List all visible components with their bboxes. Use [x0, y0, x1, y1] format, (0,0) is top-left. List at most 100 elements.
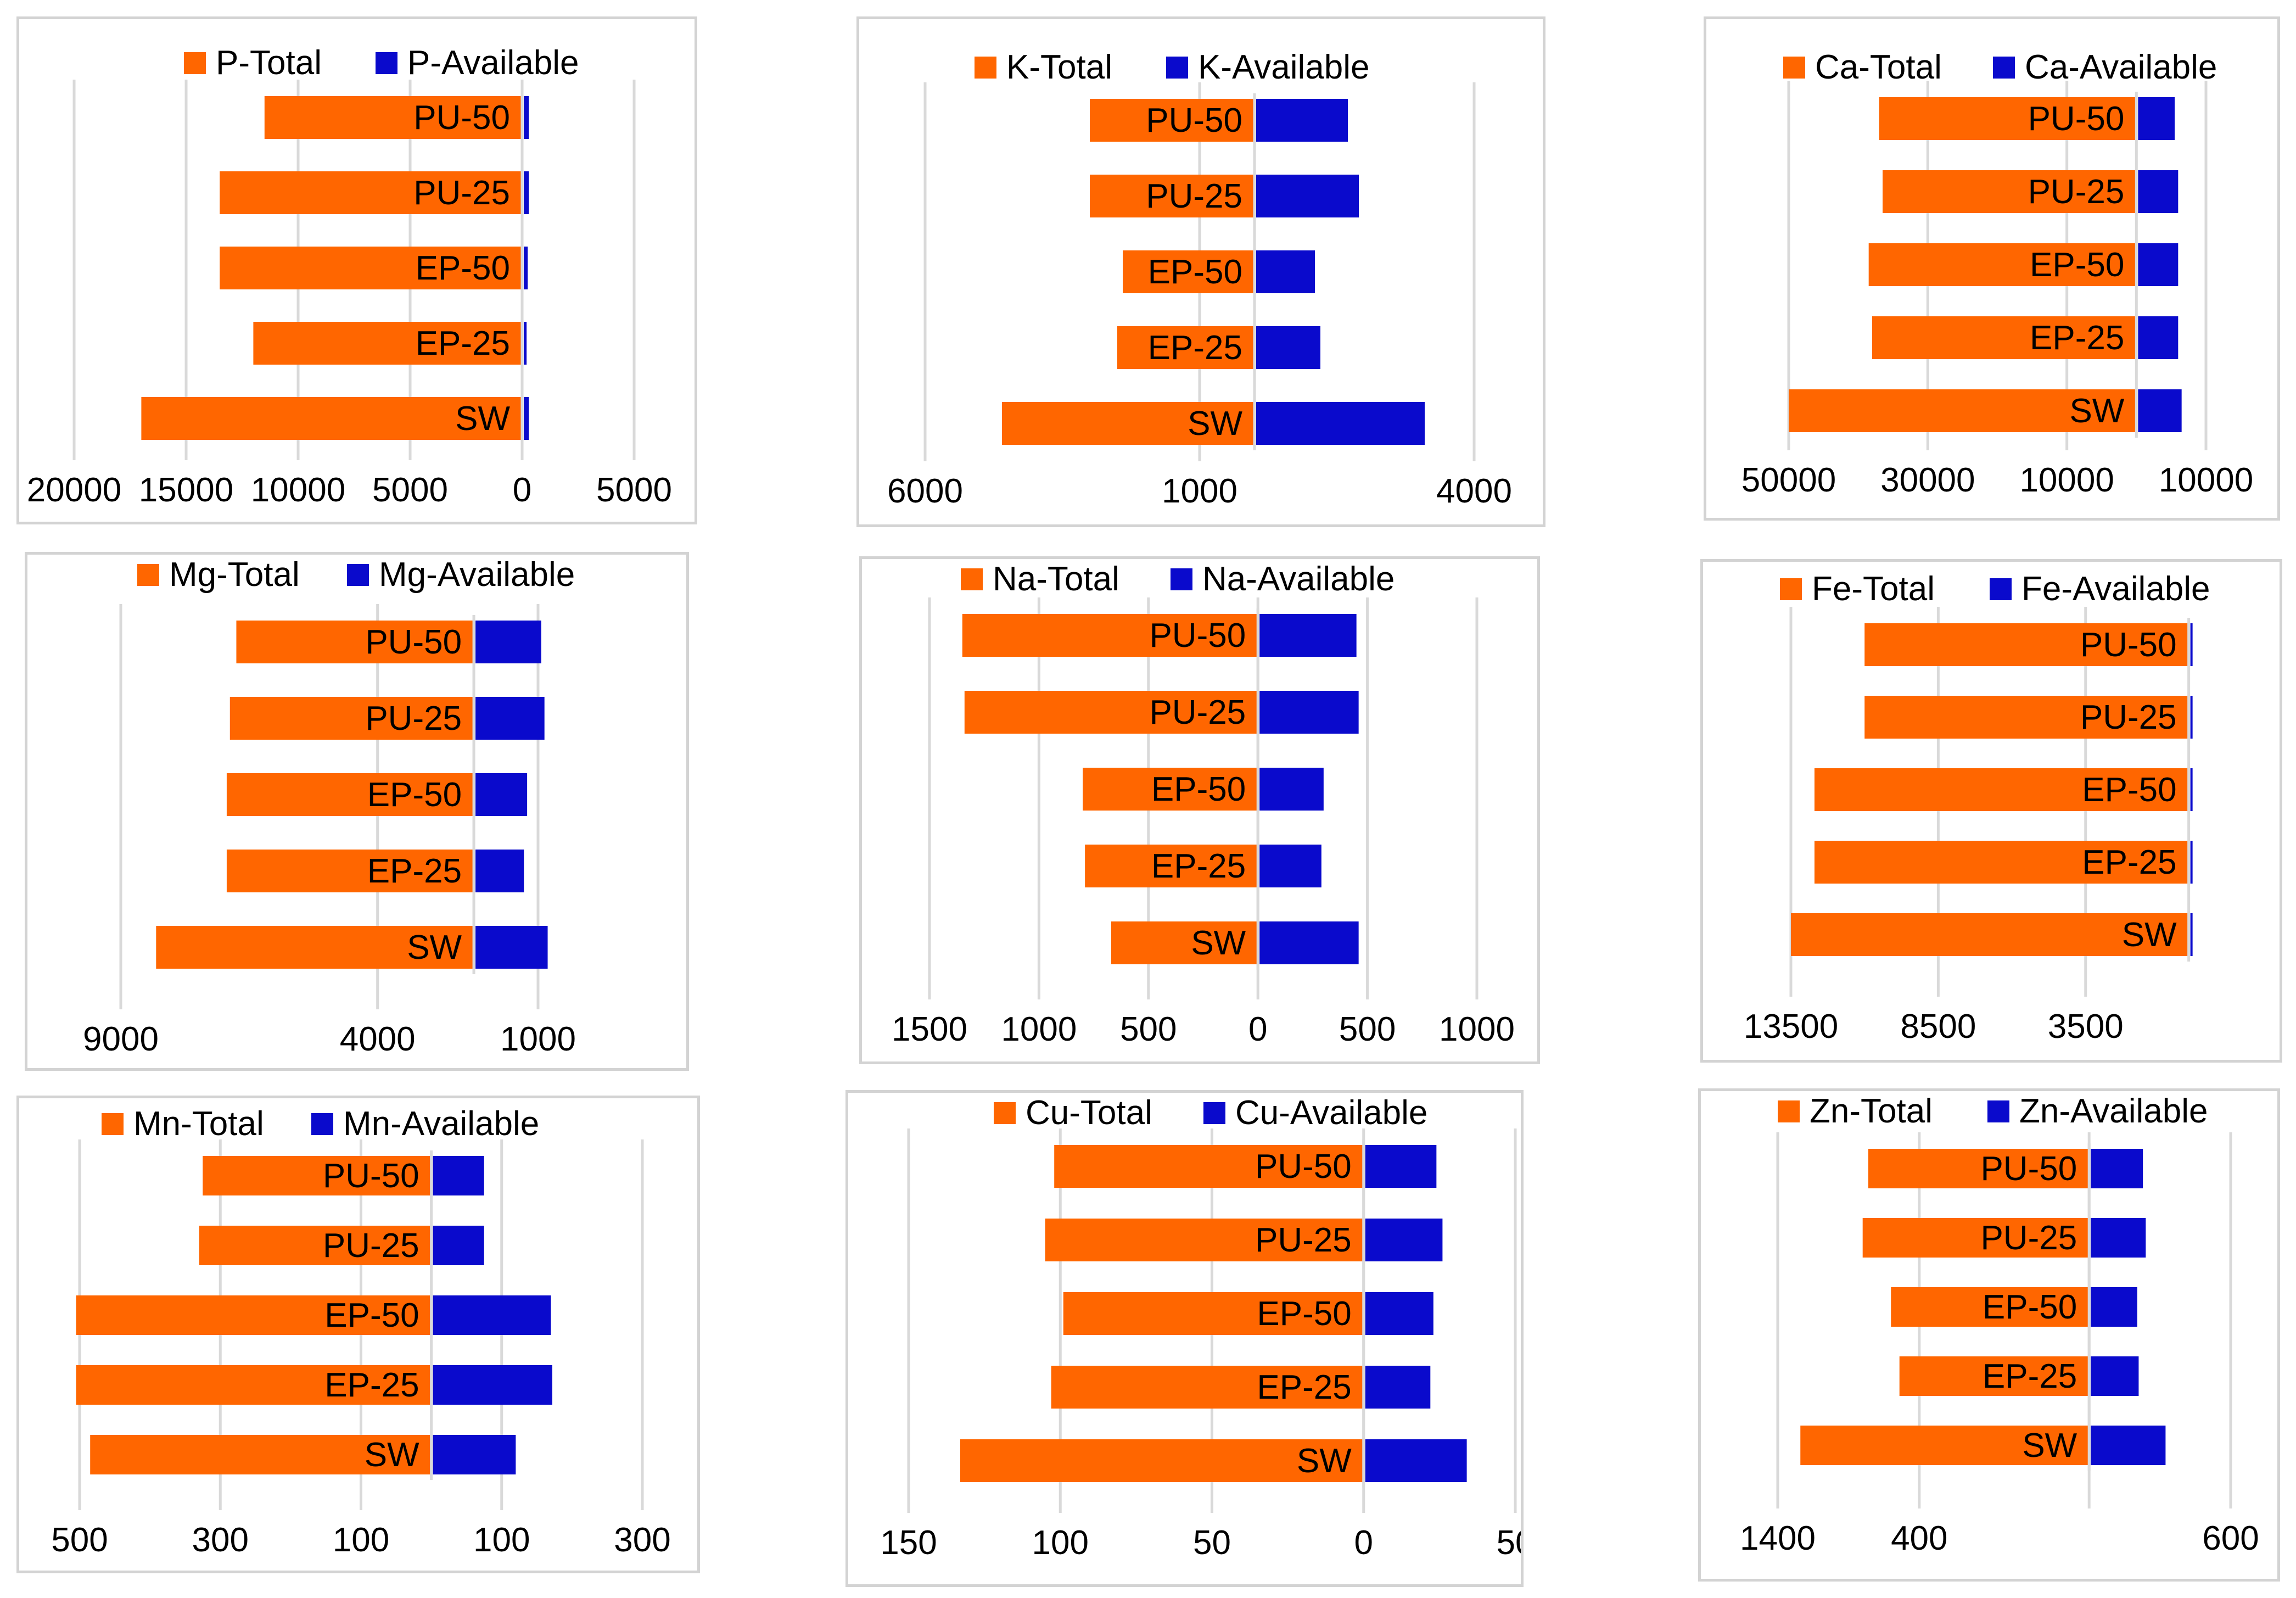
x-tick-label: 10000: [2019, 461, 2114, 499]
bar-total-sw: [1789, 389, 2137, 432]
bar-available-ep-25: [433, 1365, 552, 1405]
chart-panel-fe: PU-50 PU-25 EP-50 EP-25 SW 13500 8500 3500 Fe-To…: [1700, 559, 2282, 1063]
legend-swatch-available: [1203, 1102, 1225, 1124]
bar-total-sw: [156, 926, 474, 969]
category-label: EP-50: [416, 249, 510, 287]
x-tick-label: 50000: [1741, 461, 1836, 499]
x-tick-label: 0: [1248, 1010, 1267, 1048]
chart-svg: PU-50 PU-25 EP-50 EP-25 SW 13500 8500 3500 Fe-To…: [1744, 570, 2210, 1046]
legend-swatch-total: [184, 52, 206, 74]
bar-total-sw: [1791, 913, 2189, 956]
category-label: SW: [407, 929, 462, 966]
bar-total-pu-25: [220, 171, 522, 214]
bar-available-pu-50: [524, 96, 529, 139]
legend-swatch-available: [1987, 1100, 2009, 1122]
bar-available-sw: [1365, 1439, 1467, 1482]
bar-available-ep-25: [2190, 841, 2193, 884]
bar-available-ep-25: [1256, 326, 1320, 369]
bar-total-pu-25: [1883, 170, 2137, 213]
category-label: PU-50: [1255, 1148, 1352, 1186]
bar-available-ep-25: [1259, 845, 1321, 887]
x-tick-label: 5000: [372, 471, 448, 509]
bar-total-pu-50: [1054, 1145, 1364, 1188]
category-label: EP-25: [1983, 1357, 2077, 1395]
bar-available-pu-25: [1365, 1219, 1443, 1261]
legend-label: P-Total: [216, 44, 322, 82]
category-label: SW: [455, 400, 510, 438]
bar-total-pu-50: [203, 1156, 432, 1195]
legend-swatch-total: [1783, 57, 1805, 79]
category-label: EP-25: [1148, 329, 1242, 367]
chart-svg: PU-50 PU-25 EP-50 EP-25 SW 20000 15000 10000 500…: [27, 44, 672, 509]
x-tick-label: 600: [2202, 1519, 2259, 1557]
chart-svg: PU-50 PU-25 EP-50 EP-25 SW 1400 400 600 Zn-Total…: [1740, 1092, 2259, 1557]
x-tick-label: 300: [614, 1521, 670, 1559]
legend-label: Cu-Available: [1235, 1094, 1427, 1132]
chart-panel-p: PU-50 PU-25 EP-50 EP-25 SW 20000 15000 10000 500…: [16, 16, 697, 524]
x-tick-label: 300: [192, 1521, 249, 1559]
legend-swatch-available: [376, 52, 397, 74]
x-tick-label: 10000: [251, 471, 345, 509]
x-tick-label: 100: [473, 1521, 530, 1559]
category-label: EP-50: [2030, 246, 2124, 284]
bar-available-ep-50: [524, 247, 528, 289]
chart-panel-na: PU-50 PU-25 EP-50 EP-25 SW 1500 1000 500 0 500 100…: [859, 556, 1540, 1064]
x-tick-label: 6000: [887, 472, 963, 510]
legend-swatch-available: [1171, 568, 1192, 590]
bar-available-ep-50: [1365, 1292, 1433, 1335]
bar-available-ep-50: [2138, 243, 2179, 286]
category-label: EP-50: [1148, 253, 1242, 291]
category-label: EP-25: [416, 325, 510, 362]
bar-total-pu-50: [1879, 97, 2137, 140]
bar-available-sw: [2091, 1426, 2166, 1465]
bar-available-pu-25: [2091, 1218, 2146, 1258]
x-tick-label: 4000: [1436, 472, 1512, 510]
bar-total-pu-25: [199, 1226, 432, 1265]
bar-total-sw: [960, 1439, 1364, 1482]
x-tick-label: 20000: [27, 471, 121, 509]
category-label: PU-50: [1146, 102, 1242, 139]
x-tick-label: 15000: [139, 471, 233, 509]
category-label: EP-50: [1151, 770, 1246, 808]
bar-available-sw: [524, 397, 529, 440]
category-label: PU-25: [323, 1227, 419, 1265]
category-label: EP-50: [2082, 771, 2176, 809]
chart-panel-mg: PU-50 PU-25 EP-50 EP-25 SW 9000 4000 1000 Mg-Tot…: [25, 552, 689, 1071]
bar-total-ep-50: [1868, 243, 2137, 286]
bar-available-ep-50: [2190, 768, 2193, 811]
category-label: EP-25: [324, 1366, 419, 1404]
legend-label: Mn-Available: [343, 1105, 539, 1143]
bar-total-ep-50: [76, 1295, 432, 1335]
category-label: EP-25: [2030, 319, 2124, 357]
category-label: PU-25: [1255, 1221, 1352, 1259]
legend-label: Na-Total: [993, 560, 1119, 598]
category-label: PU-25: [1980, 1219, 2077, 1257]
bar-available-pu-50: [475, 621, 541, 663]
x-tick-label: 150: [880, 1524, 937, 1562]
bar-available-ep-25: [2138, 316, 2179, 359]
chart-svg: PU-50 PU-25 EP-50 EP-25 SW 50000 30000 10000 100…: [1741, 48, 2253, 499]
bar-available-ep-25: [1365, 1366, 1431, 1409]
legend-label: Na-Available: [1202, 560, 1395, 598]
bar-total-pu-50: [236, 621, 474, 663]
legend-swatch-available: [1166, 57, 1188, 79]
legend-swatch-total: [975, 57, 996, 79]
legend-label: P-Available: [407, 44, 579, 82]
category-label: EP-50: [324, 1297, 419, 1334]
bar-total-ep-50: [1123, 250, 1255, 293]
x-tick-label: 8500: [1900, 1008, 1976, 1046]
bar-available-ep-50: [475, 773, 528, 816]
legend-label: Ca-Available: [2025, 48, 2217, 86]
bar-total-sw: [1111, 921, 1258, 964]
category-label: PU-50: [1149, 617, 1246, 655]
bar-available-pu-50: [2190, 623, 2193, 666]
x-tick-label: 100: [1032, 1524, 1089, 1562]
bar-total-ep-25: [253, 322, 522, 365]
legend-swatch-available: [1990, 578, 2012, 600]
category-label: EP-25: [1257, 1368, 1351, 1406]
category-label: PU-50: [2028, 100, 2125, 138]
bar-available-sw: [1259, 921, 1359, 964]
bar-total-pu-50: [1090, 99, 1255, 142]
bar-available-pu-25: [2190, 696, 2193, 739]
category-label: PU-25: [1149, 694, 1246, 731]
